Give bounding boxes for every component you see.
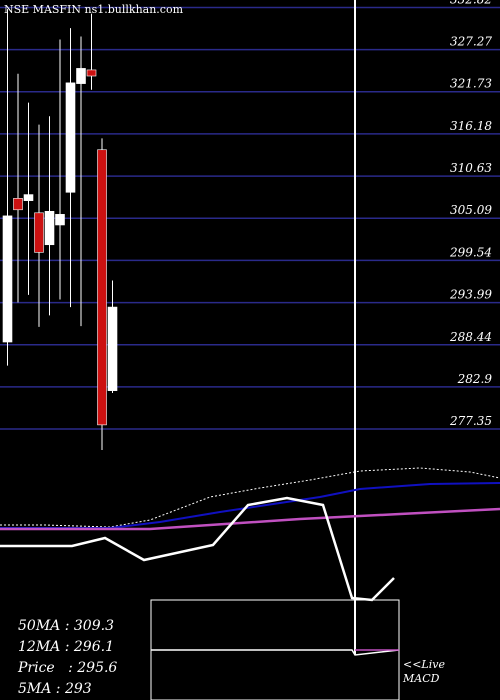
candle [76,36,86,327]
candle-body [97,149,107,426]
price-label: Price [18,660,55,676]
candle [44,116,55,316]
macd-label: MACD [403,672,440,685]
ma50-label: 50MA [18,618,61,634]
ma5-label: 5MA [18,681,52,697]
candle-body [13,198,23,211]
candle-body [76,68,86,84]
candle [86,13,97,90]
macd-line [151,649,400,656]
ma12-value: 296.1 [73,639,114,655]
moving-average-lines [0,467,500,602]
watermark: ns1.bullkhan.com [85,3,184,16]
ma12-label: 12MA [18,639,61,655]
ma50-readout: 50MA : 309.3 [18,618,114,634]
ma12-line [0,482,500,529]
candle-body [44,210,55,246]
candle-body [23,194,34,201]
ma5-readout: 5MA : 293 [18,681,92,697]
price-line [0,496,395,602]
price-gridlines [0,6,500,430]
candle [2,9,13,366]
chart-title: NSE MASFIN ns1.bullkhan.com [4,3,184,16]
candle [23,102,34,295]
candle-body [2,215,13,343]
price-axis: 332.82 327.27 321.73 316.18 310.63 305.09 299.… [449,0,492,428]
candle [97,138,107,450]
price-tick-label: 293.99 [449,288,492,302]
ma12-readout: 12MA : 296.1 [18,639,114,655]
candle [65,28,76,308]
candles [2,9,118,450]
candle-body [107,306,118,391]
candle-body [65,82,76,193]
price-tick-label: 316.18 [450,119,492,133]
ma50-line [0,467,500,528]
price-tick-label: 277.35 [449,414,492,428]
price-tick-label: 332.82 [450,0,492,6]
live-label: <<Live [403,658,445,671]
price-value: 295.6 [77,660,118,676]
candle [34,124,44,327]
candle-body [86,69,97,77]
candle [55,39,65,300]
candle-body [55,214,65,226]
price-tick-label: 310.63 [450,161,492,175]
candle-body [34,212,44,253]
ma5-line [0,507,500,531]
price-tick-label: 299.54 [449,245,492,259]
ma50-value: 309.3 [73,618,114,634]
price-tick-label: 327.27 [450,35,492,49]
ma5-value: 293 [64,681,92,697]
candle [107,280,118,393]
live-macd-label: <<Live MACD [403,658,445,686]
price-tick-label: 282.9 [457,372,493,386]
price-tick-label: 305.09 [450,203,492,217]
price-readout: Price : 295.6 [18,660,118,676]
candle [13,73,23,303]
price-tick-label: 288.44 [449,330,492,344]
price-tick-label: 321.73 [450,77,492,91]
